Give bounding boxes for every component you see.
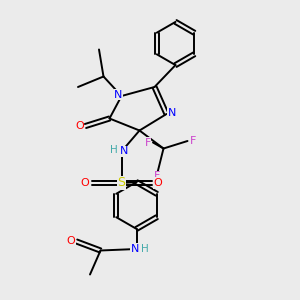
Text: H: H (110, 145, 118, 155)
Text: O: O (154, 178, 163, 188)
Text: F: F (190, 136, 196, 146)
Text: N: N (120, 146, 129, 157)
Text: N: N (168, 107, 176, 118)
Text: H: H (141, 244, 149, 254)
Text: F: F (154, 171, 161, 181)
Text: O: O (80, 178, 89, 188)
Text: O: O (75, 121, 84, 131)
Text: S: S (118, 176, 125, 190)
Text: F: F (144, 137, 151, 148)
Text: N: N (131, 244, 139, 254)
Text: O: O (67, 236, 76, 247)
Text: N: N (114, 89, 123, 100)
